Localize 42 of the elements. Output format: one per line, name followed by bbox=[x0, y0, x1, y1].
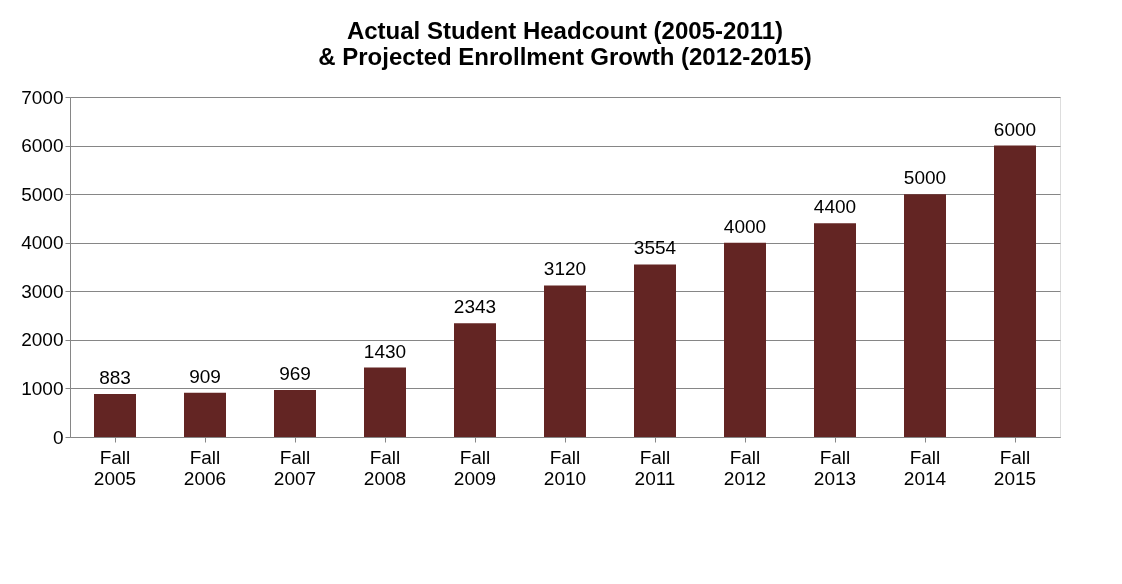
data-label: 6000 bbox=[993, 118, 1037, 140]
x-tick-label: Fall 2008 bbox=[363, 446, 407, 489]
y-tick-label: 1000 bbox=[21, 377, 64, 399]
y-tick-label: 2000 bbox=[21, 329, 64, 351]
data-label: 4000 bbox=[723, 215, 767, 237]
data-label: 5000 bbox=[903, 167, 947, 189]
x-tick-label: Fall 2015 bbox=[993, 446, 1037, 489]
bar bbox=[454, 323, 496, 437]
x-tick-label: Fall 2014 bbox=[903, 446, 947, 489]
data-label: 2343 bbox=[453, 296, 497, 318]
bar bbox=[994, 145, 1036, 437]
bar bbox=[724, 242, 766, 437]
y-tick-label: 7000 bbox=[21, 86, 64, 108]
y-tick-label: 5000 bbox=[21, 183, 64, 205]
bar bbox=[814, 223, 856, 437]
data-label: 969 bbox=[279, 362, 311, 384]
data-label: 1430 bbox=[363, 340, 407, 362]
x-tick-label: Fall 2011 bbox=[634, 446, 676, 489]
x-tick-label: Fall 2013 bbox=[813, 446, 857, 489]
bar bbox=[184, 392, 226, 437]
y-tick-label: 0 bbox=[52, 426, 64, 448]
y-tick-label: 3000 bbox=[21, 280, 64, 302]
x-tick-label: Fall 2007 bbox=[273, 446, 317, 489]
bar bbox=[904, 194, 946, 437]
bar bbox=[94, 394, 136, 437]
x-tick-label: Fall 2006 bbox=[183, 446, 227, 489]
y-tick-label: 6000 bbox=[21, 135, 64, 157]
bar bbox=[634, 264, 676, 437]
x-tick-label: Fall 2005 bbox=[93, 446, 137, 489]
bar bbox=[364, 367, 406, 437]
x-tick-label: Fall 2012 bbox=[723, 446, 767, 489]
data-label: 4400 bbox=[813, 196, 857, 218]
data-label: 909 bbox=[189, 365, 221, 387]
bar bbox=[544, 285, 586, 437]
bar bbox=[274, 389, 316, 437]
data-label: 883 bbox=[99, 367, 131, 389]
x-tick-label: Fall 2009 bbox=[453, 446, 497, 489]
y-tick-label: 4000 bbox=[21, 232, 64, 254]
data-label: 3554 bbox=[633, 237, 677, 259]
data-label: 3120 bbox=[543, 258, 587, 280]
chart-title: Actual Student Headcount (2005-2011) & Projected Enrollment Growth (2012-2015) bbox=[318, 17, 812, 70]
x-tick-label: Fall 2010 bbox=[543, 446, 587, 489]
